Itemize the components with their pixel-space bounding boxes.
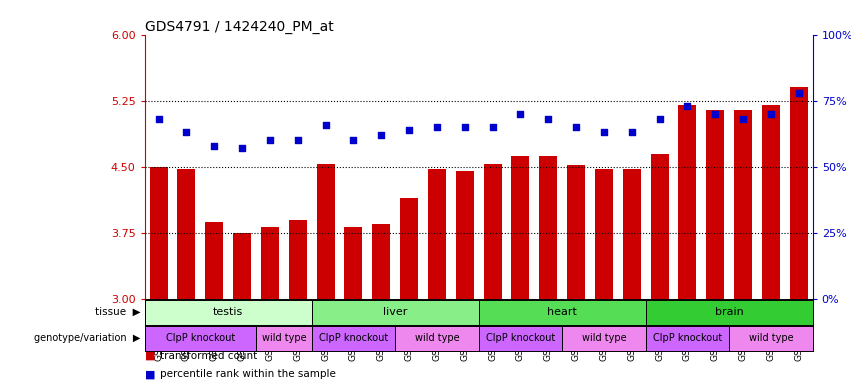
Bar (623, 169, 641, 299)
Point (180, 129, 193, 136)
Text: wild type: wild type (749, 333, 793, 343)
Point (208, 142, 221, 149)
Bar (540, 156, 557, 299)
Point (486, 124, 500, 130)
Point (625, 129, 638, 136)
Text: ■: ■ (145, 351, 155, 361)
Bar (646, 300, 813, 325)
Point (653, 116, 666, 122)
Text: wild type: wild type (414, 333, 460, 343)
Point (792, 90, 806, 96)
Bar (145, 300, 311, 325)
Point (681, 103, 694, 109)
Point (263, 137, 277, 144)
Text: wild type: wild type (581, 333, 626, 343)
Bar (762, 105, 780, 299)
Text: testis: testis (213, 307, 243, 317)
Bar (400, 198, 418, 299)
Text: ClpP knockout: ClpP knockout (486, 333, 555, 343)
Text: liver: liver (383, 307, 408, 317)
Bar (678, 105, 696, 299)
Bar (729, 326, 813, 351)
Bar (478, 326, 563, 351)
Bar (511, 156, 529, 299)
Text: brain: brain (715, 307, 744, 317)
Text: tissue  ▶: tissue ▶ (94, 307, 140, 317)
Bar (706, 109, 724, 299)
Text: GDS4791 / 1424240_PM_at: GDS4791 / 1424240_PM_at (145, 20, 334, 33)
Bar (256, 326, 311, 351)
Point (430, 124, 443, 130)
Bar (790, 88, 808, 299)
Point (736, 116, 750, 122)
Bar (650, 154, 669, 299)
Bar (428, 169, 446, 299)
Bar (345, 227, 363, 299)
Point (514, 111, 528, 117)
Bar (317, 164, 334, 299)
Bar (233, 233, 251, 299)
Point (319, 121, 333, 127)
Point (597, 129, 611, 136)
Point (709, 111, 722, 117)
Bar (478, 300, 646, 325)
Bar (261, 227, 279, 299)
Text: heart: heart (547, 307, 577, 317)
Text: wild type: wild type (261, 333, 306, 343)
Bar (567, 165, 585, 299)
Text: ClpP knockout: ClpP knockout (653, 333, 722, 343)
Bar (395, 326, 478, 351)
Bar (734, 109, 752, 299)
Bar (563, 326, 646, 351)
Point (764, 111, 778, 117)
Text: percentile rank within the sample: percentile rank within the sample (160, 369, 336, 379)
Bar (150, 167, 168, 299)
Point (151, 116, 165, 122)
Point (235, 145, 248, 151)
Text: ClpP knockout: ClpP knockout (319, 333, 388, 343)
Point (541, 116, 555, 122)
Point (569, 124, 583, 130)
Point (403, 127, 416, 133)
Bar (177, 169, 196, 299)
Bar (595, 169, 613, 299)
Text: ■: ■ (145, 369, 155, 379)
Bar (456, 171, 474, 299)
Text: ClpP knockout: ClpP knockout (166, 333, 235, 343)
Bar (372, 224, 391, 299)
Bar (483, 164, 501, 299)
Point (346, 137, 360, 144)
Text: transformed count: transformed count (160, 351, 257, 361)
Text: genotype/variation  ▶: genotype/variation ▶ (34, 333, 140, 343)
Bar (311, 326, 395, 351)
Bar (311, 300, 478, 325)
Bar (205, 222, 223, 299)
Point (458, 124, 471, 130)
Point (291, 137, 305, 144)
Point (374, 132, 388, 138)
Bar (646, 326, 729, 351)
Bar (288, 220, 307, 299)
Bar (145, 326, 256, 351)
